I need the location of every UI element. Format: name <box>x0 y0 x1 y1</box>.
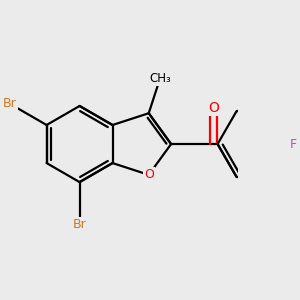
Text: Br: Br <box>73 218 86 231</box>
Text: O: O <box>144 168 154 181</box>
Text: O: O <box>208 101 219 115</box>
Text: CH₃: CH₃ <box>149 72 171 86</box>
Text: F: F <box>290 137 297 151</box>
Text: Br: Br <box>3 97 16 110</box>
